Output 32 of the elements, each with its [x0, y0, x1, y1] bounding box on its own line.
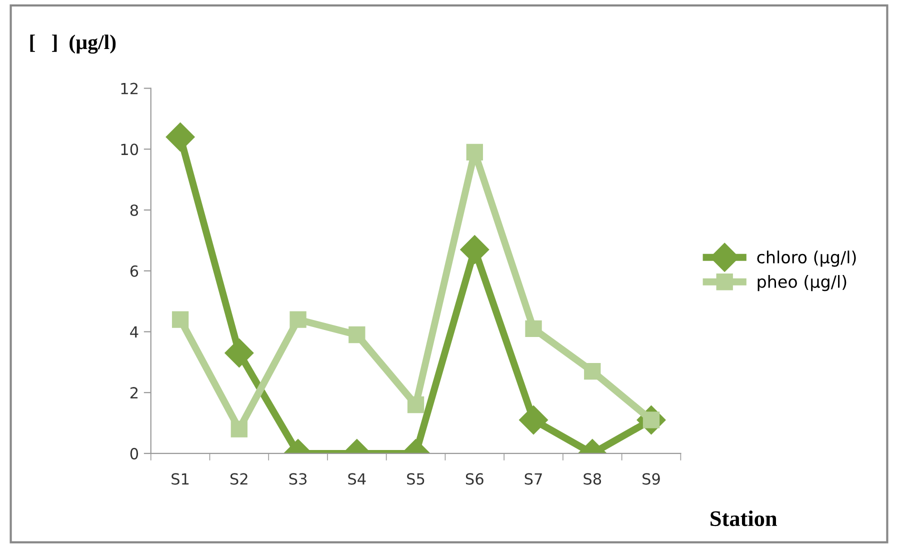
- point: [525, 320, 542, 338]
- legend-label: chloro (µg/l): [757, 250, 856, 267]
- point: [460, 235, 490, 264]
- point: [407, 396, 424, 414]
- point: [230, 420, 248, 438]
- point: [466, 144, 483, 161]
- y-tick-label: 2: [130, 387, 138, 398]
- x-tick-label: S2: [230, 473, 248, 485]
- y-tick-label: 10: [121, 144, 138, 156]
- point: [519, 406, 548, 434]
- point: [166, 122, 195, 152]
- x-tick-label: S4: [348, 473, 366, 485]
- x-tick-label: S6: [466, 473, 484, 485]
- x-tick-label: S1: [172, 473, 189, 485]
- y-tick-label: 4: [130, 326, 138, 338]
- point: [584, 362, 601, 380]
- point: [290, 311, 306, 328]
- legend-label: pheo (µg/l): [758, 275, 846, 292]
- x-tick-label: S8: [584, 473, 602, 485]
- y-tick-label: 6: [130, 265, 138, 277]
- y-tick-label: 12: [121, 82, 138, 94]
- point: [348, 326, 366, 344]
- point: [172, 311, 189, 328]
- y-axis-title: [ ] (µg/l): [30, 34, 116, 54]
- x-tick-label: S3: [289, 473, 307, 485]
- y-tick-label: 8: [130, 204, 138, 216]
- y-tick-label: 0: [130, 448, 138, 460]
- x-tick-label: S7: [524, 473, 542, 485]
- x-tick-label: S5: [407, 473, 424, 485]
- x-tick-label: S9: [642, 473, 660, 485]
- x-axis-title: Station: [710, 510, 777, 526]
- point: [224, 338, 254, 368]
